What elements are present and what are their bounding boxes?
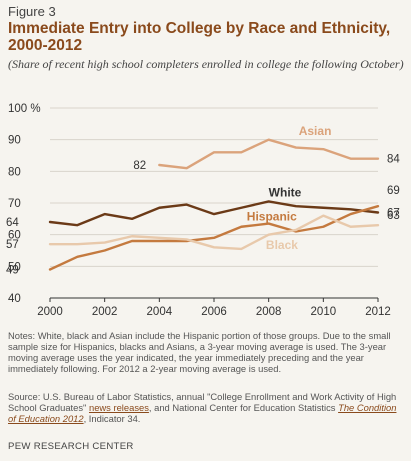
source-text-2: , and National Center for Education Stat… bbox=[148, 402, 339, 413]
series-name-hispanic: Hispanic bbox=[247, 209, 297, 223]
series-line-asian bbox=[158, 138, 380, 170]
pew-credit: PEW RESEARCH CENTER bbox=[8, 441, 134, 452]
end-label-asian: 84 bbox=[387, 154, 400, 166]
start-label-white: 64 bbox=[6, 217, 19, 229]
figure-label: Figure 3 bbox=[8, 4, 56, 19]
chart-title: Immediate Entry into College by Race and… bbox=[8, 20, 391, 54]
series-lines bbox=[48, 138, 380, 271]
data-labels: 82 84 64 67 49 69 57 63 Asian White Hispanic Black bbox=[6, 124, 400, 277]
series-line-hispanic bbox=[48, 204, 380, 271]
axes: 40 50 60 70 80 90 100 % 2000 2002 2004 2006 2008 201… bbox=[8, 103, 391, 318]
end-label-black: 63 bbox=[387, 210, 400, 222]
y-tick-label-50: 50 bbox=[8, 261, 21, 273]
x-tick-label-2006: 2006 bbox=[201, 306, 227, 318]
x-tick-label-2012: 2012 bbox=[365, 306, 391, 318]
source-text-3: , Indicator 34. bbox=[83, 413, 141, 424]
start-label-black: 57 bbox=[6, 239, 19, 251]
start-label-hispanic: 49 bbox=[6, 265, 19, 277]
chart-subtitle: (Share of recent high school completers … bbox=[8, 57, 404, 71]
end-label-white: 67 bbox=[387, 208, 400, 220]
y-tick-label-40: 40 bbox=[8, 293, 21, 305]
series-name-asian: Asian bbox=[299, 124, 332, 138]
y-tick-label-70: 70 bbox=[8, 198, 21, 210]
x-tick-label-2010: 2010 bbox=[311, 306, 337, 318]
line-chart: 40 50 60 70 80 90 100 % 2000 2002 2004 2006 2008 201… bbox=[6, 103, 400, 318]
grid-lines bbox=[50, 107, 378, 267]
chart-source: Source: U.S. Bureau of Labor Statistics,… bbox=[8, 391, 404, 424]
series-name-black: Black bbox=[266, 238, 298, 252]
start-label-asian: 82 bbox=[133, 160, 146, 172]
x-tick-label-2008: 2008 bbox=[256, 306, 282, 318]
x-tick-label-2004: 2004 bbox=[147, 306, 173, 318]
series-name-white: White bbox=[269, 186, 302, 200]
y-tick-label-80: 80 bbox=[8, 166, 21, 178]
end-label-hispanic: 69 bbox=[387, 185, 400, 197]
y-tick-label-60: 60 bbox=[8, 230, 21, 242]
y-tick-label-90: 90 bbox=[8, 135, 21, 147]
series-line-black bbox=[48, 214, 380, 251]
chart-notes: Notes: White, black and Asian include th… bbox=[8, 330, 391, 374]
source-text-1: Source: U.S. Bureau of Labor Statistics,… bbox=[8, 391, 397, 413]
series-line-white bbox=[48, 200, 380, 227]
x-tick-label-2002: 2002 bbox=[92, 306, 118, 318]
x-tick-label-2000: 2000 bbox=[37, 306, 63, 318]
condition-of-education-link[interactable]: The Condition of Education 2012 bbox=[8, 402, 397, 424]
news-releases-link[interactable]: news releases bbox=[88, 402, 149, 413]
y-tick-label-100: 100 % bbox=[8, 103, 41, 115]
